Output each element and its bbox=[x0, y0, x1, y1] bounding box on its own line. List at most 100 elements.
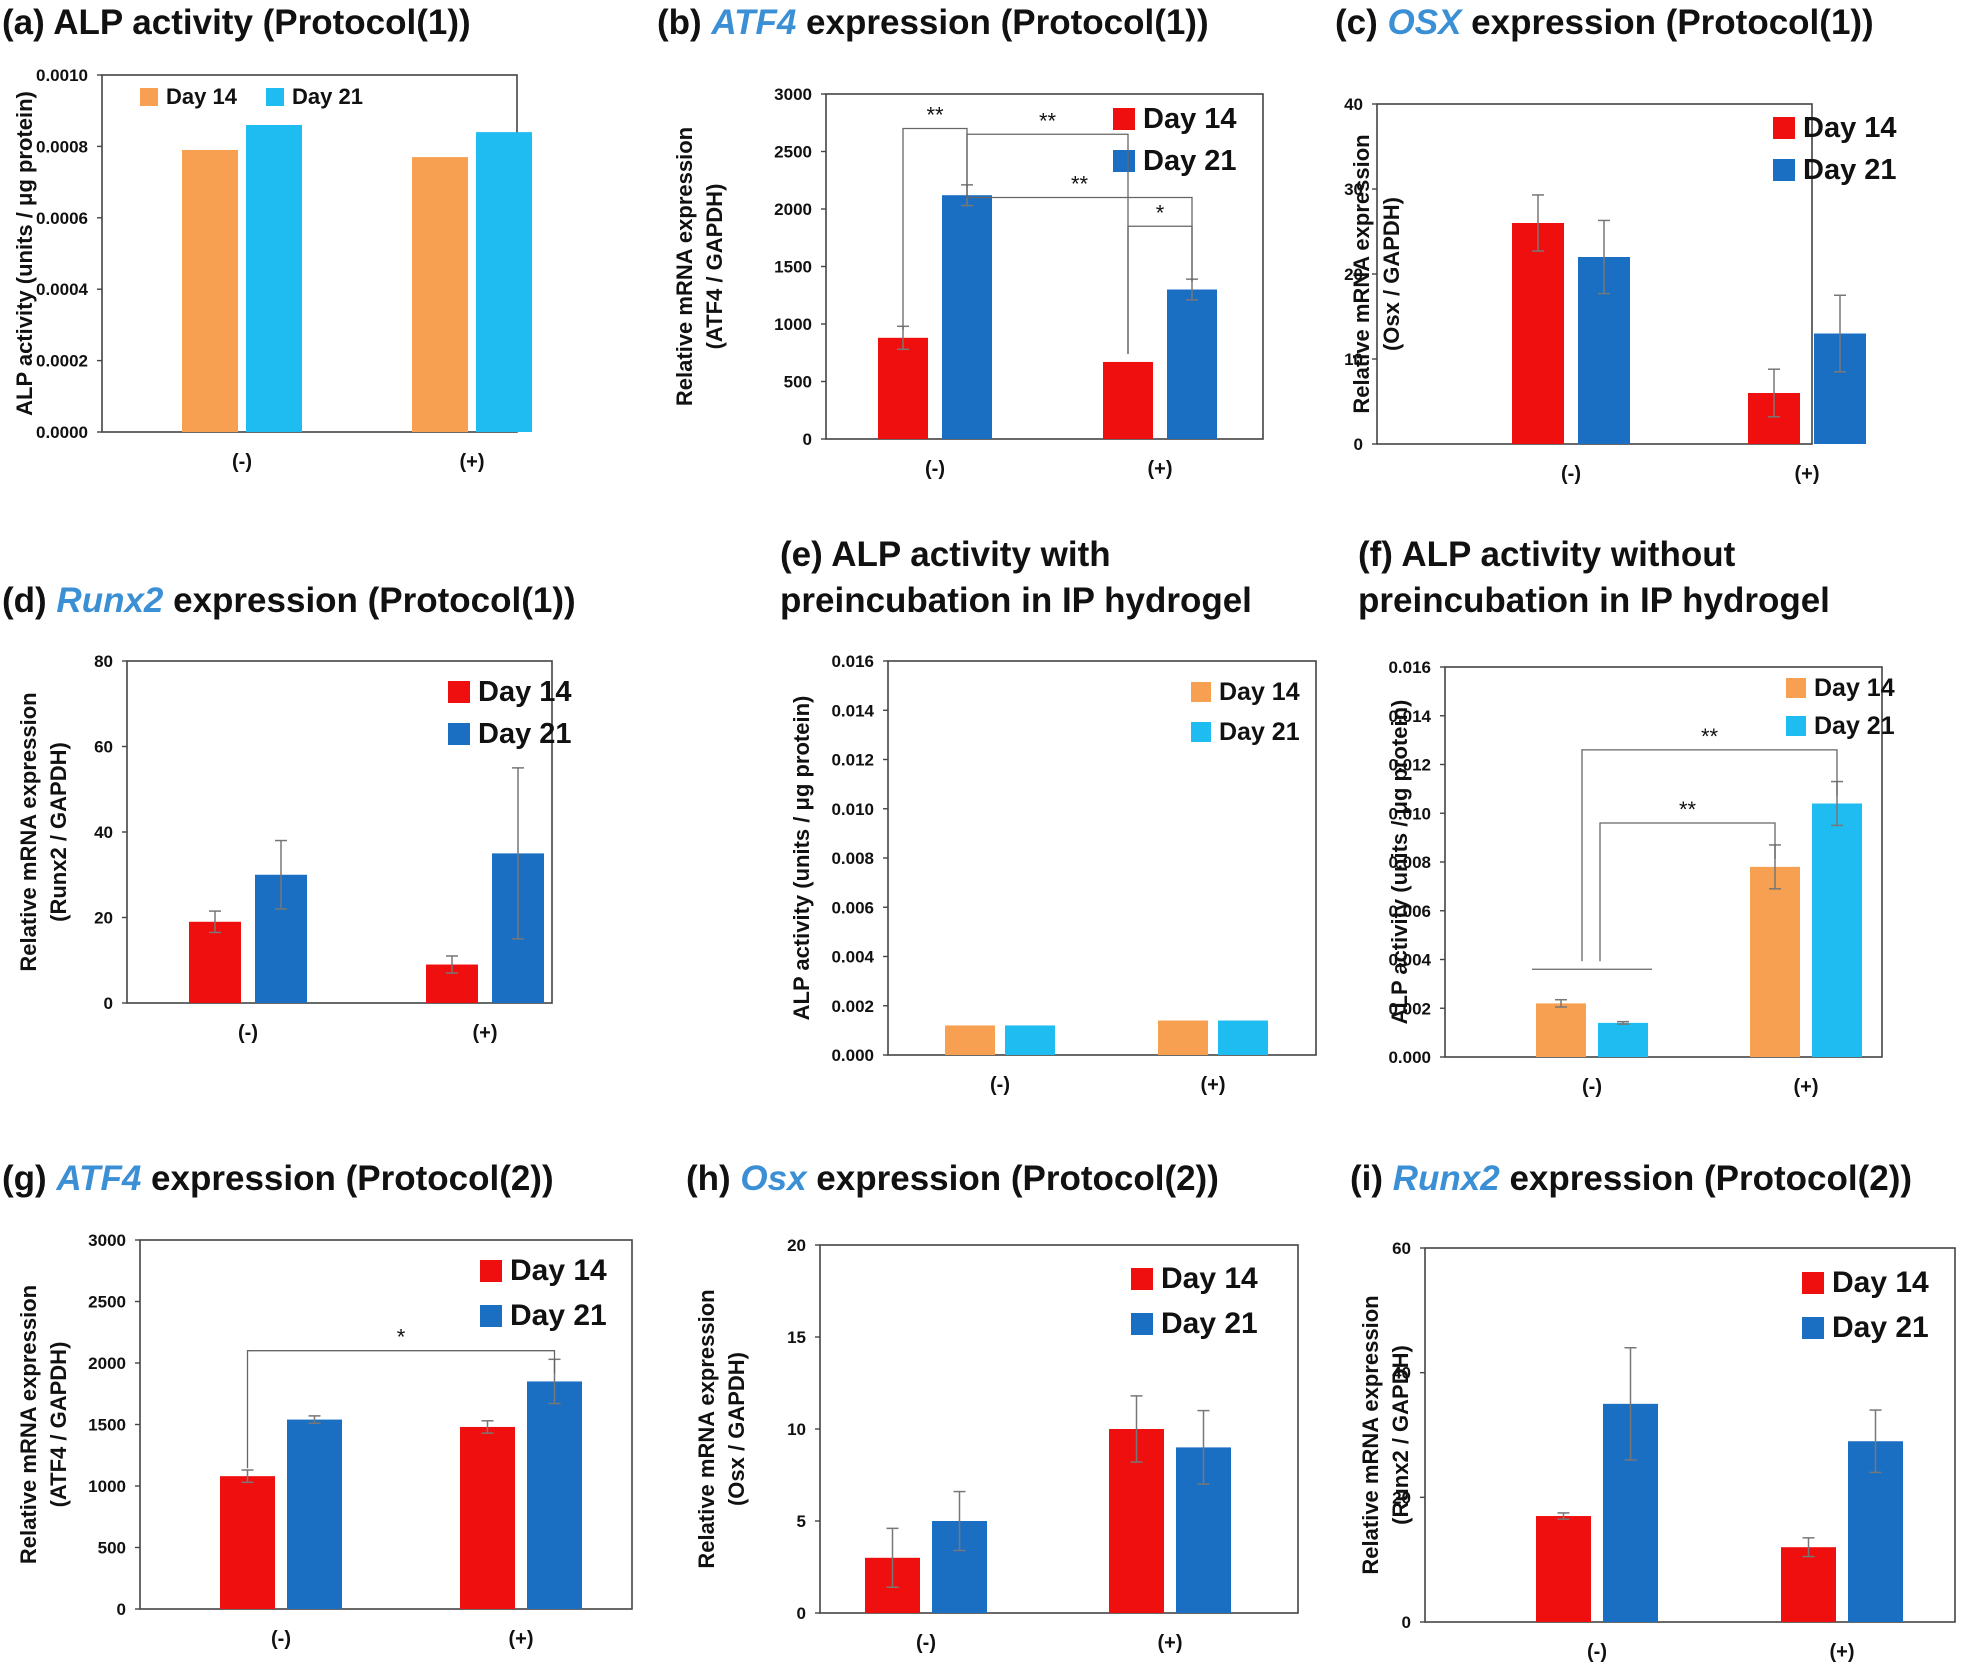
significance-bracket bbox=[246, 1350, 556, 1469]
x-category-label: (-) bbox=[1587, 1641, 1607, 1663]
bar bbox=[412, 157, 468, 433]
y-tick-label: 1000 bbox=[774, 315, 812, 334]
x-category-label: (-) bbox=[232, 451, 252, 473]
legend-label: Day 14 bbox=[1803, 112, 1897, 144]
y-tick-label: 1500 bbox=[88, 1416, 126, 1435]
legend-swatch bbox=[448, 723, 470, 745]
y-axis-label: (ATF4 / GAPDH) bbox=[702, 184, 727, 350]
legend-swatch bbox=[1113, 108, 1135, 130]
significance-marker: ** bbox=[1039, 108, 1057, 133]
y-tick-label: 0.006 bbox=[831, 898, 874, 917]
legend-swatch bbox=[480, 1260, 502, 1282]
legend-swatch bbox=[448, 681, 470, 703]
y-axis-label: (Runx2 / GAPDH) bbox=[46, 742, 71, 922]
y-tick-label: 20 bbox=[787, 1236, 806, 1255]
y-tick-label: 0.016 bbox=[831, 652, 874, 671]
legend-swatch bbox=[1786, 716, 1806, 736]
panel-title-a: (a) ALP activity (Protocol(1)) bbox=[2, 3, 471, 42]
bar bbox=[945, 1025, 995, 1055]
legend-label: Day 14 bbox=[1219, 678, 1300, 706]
y-tick-label: 1000 bbox=[88, 1477, 126, 1496]
y-tick-label: 0 bbox=[803, 430, 812, 449]
bar bbox=[1781, 1547, 1836, 1622]
legend-label: Day 21 bbox=[1161, 1307, 1258, 1340]
y-tick-label: 0.006 bbox=[1388, 902, 1431, 921]
y-tick-label: 0.0002 bbox=[36, 352, 88, 371]
legend-swatch bbox=[1802, 1317, 1824, 1339]
legend-swatch bbox=[1802, 1272, 1824, 1294]
y-axis-label: (Osx / GAPDH) bbox=[724, 1352, 749, 1506]
y-tick-label: 0.002 bbox=[831, 997, 874, 1016]
legend-swatch bbox=[1786, 678, 1806, 698]
bar bbox=[220, 1476, 275, 1609]
y-tick-label: 0.000 bbox=[831, 1046, 874, 1065]
y-tick-label: 20 bbox=[94, 909, 113, 928]
y-tick-label: 2500 bbox=[88, 1293, 126, 1312]
legend-label: Day 14 bbox=[1814, 674, 1895, 702]
y-axis-label: (Osx / GAPDH) bbox=[1379, 197, 1404, 351]
significance-bracket bbox=[1581, 749, 1838, 962]
y-tick-label: 40 bbox=[94, 823, 113, 842]
y-tick-label: 500 bbox=[784, 373, 812, 392]
significance-marker: ** bbox=[1071, 172, 1089, 197]
bar bbox=[1103, 361, 1153, 439]
y-tick-label: 40 bbox=[1392, 1364, 1411, 1383]
y-tick-label: 60 bbox=[1392, 1239, 1411, 1258]
bar bbox=[189, 921, 241, 1003]
y-tick-label: 0 bbox=[117, 1600, 126, 1619]
panel-title-b: (b) ATF4 expression (Protocol(1)) bbox=[657, 3, 1209, 42]
x-category-label: (-) bbox=[271, 1628, 291, 1650]
bar bbox=[942, 195, 992, 439]
significance-marker: ** bbox=[1679, 797, 1697, 822]
bar bbox=[1167, 289, 1217, 439]
y-tick-label: 0.014 bbox=[1388, 707, 1431, 726]
y-tick-label: 10 bbox=[787, 1420, 806, 1439]
y-tick-label: 30 bbox=[1344, 180, 1363, 199]
legend-label: Day 14 bbox=[478, 676, 572, 708]
bar bbox=[1750, 866, 1800, 1057]
x-category-label: (+) bbox=[1158, 1632, 1183, 1654]
panel-title-g: (g) ATF4 expression (Protocol(2)) bbox=[2, 1159, 554, 1198]
y-tick-label: 0.002 bbox=[1388, 999, 1431, 1018]
x-category-label: (+) bbox=[473, 1022, 498, 1044]
bar bbox=[287, 1419, 342, 1609]
y-tick-label: 0.0010 bbox=[36, 66, 88, 85]
bar bbox=[1005, 1025, 1055, 1055]
y-tick-label: 0.014 bbox=[831, 701, 874, 720]
y-axis-label: Relative mRNA expression bbox=[1358, 1295, 1383, 1574]
x-category-label: (-) bbox=[238, 1022, 258, 1044]
y-tick-label: 80 bbox=[94, 652, 113, 671]
legend-label: Day 14 bbox=[166, 84, 238, 109]
bar bbox=[1812, 803, 1862, 1057]
y-axis-label: Relative mRNA expression bbox=[16, 1285, 41, 1564]
y-axis-label: ALP activity (units / μg protein) bbox=[12, 91, 37, 416]
y-tick-label: 2000 bbox=[88, 1354, 126, 1373]
bar bbox=[460, 1426, 515, 1609]
bar bbox=[246, 124, 302, 432]
x-category-label: (-) bbox=[916, 1632, 936, 1654]
legend-swatch bbox=[266, 88, 284, 106]
y-tick-label: 40 bbox=[1344, 95, 1363, 114]
y-tick-label: 0.010 bbox=[831, 800, 874, 819]
legend-swatch bbox=[1191, 682, 1211, 702]
x-category-label: (+) bbox=[1830, 1641, 1855, 1663]
x-category-label: (+) bbox=[1794, 1076, 1819, 1098]
significance-marker: * bbox=[1156, 200, 1165, 225]
significance-bracket bbox=[1599, 822, 1776, 962]
legend-label: Day 14 bbox=[1143, 103, 1237, 135]
bar bbox=[1218, 1020, 1268, 1055]
y-tick-label: 0 bbox=[797, 1604, 806, 1623]
y-tick-label: 5 bbox=[797, 1512, 806, 1531]
bar bbox=[878, 337, 928, 439]
panel-title-e-line2: preincubation in IP hydrogel bbox=[780, 581, 1252, 620]
y-tick-label: 3000 bbox=[774, 85, 812, 104]
bar bbox=[1536, 1516, 1591, 1622]
legend-swatch bbox=[1773, 117, 1795, 139]
y-tick-label: 1500 bbox=[774, 258, 812, 277]
